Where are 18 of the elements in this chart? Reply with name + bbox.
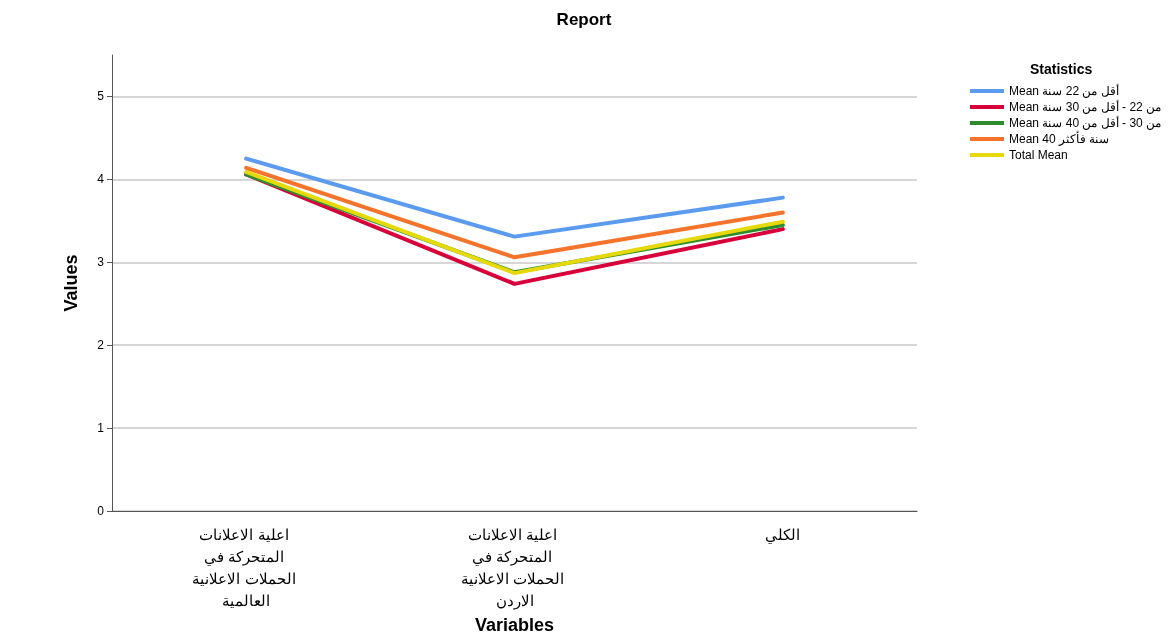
legend-title: Statistics [1030, 61, 1093, 77]
x-tick-label: اعلية الاعلانات المتحركة في الحملات الاعلانية العالمية [192, 525, 300, 609]
y-axis-title: Values [61, 254, 81, 312]
y-tick-label: 1 [97, 421, 105, 436]
x-axis-title: Variables [474, 615, 555, 635]
legend-label: Mean أقل من 22 سنة [1009, 83, 1119, 98]
y-tick-label: 5 [97, 89, 105, 104]
legend-label: Mean من 22 - أقل من 30 سنة [1009, 99, 1162, 114]
x-tick-label: الكلي [765, 525, 801, 544]
legend-label: Mean من 30 - أقل من 40 سنة [1009, 115, 1162, 130]
y-tick-label: 4 [97, 172, 105, 187]
legend-label: Total Mean [1009, 148, 1068, 162]
y-tick-label: 2 [97, 338, 105, 353]
x-tick-label: اعلية الاعلانات المتحركة في الحملات الاعلانية الاردن [460, 525, 569, 610]
legend-label: Mean 40 سنة فأكثر [1009, 130, 1110, 146]
y-tick-label: 0 [97, 504, 105, 519]
y-tick-label: 3 [97, 255, 105, 270]
chart-title: Report [556, 10, 612, 29]
